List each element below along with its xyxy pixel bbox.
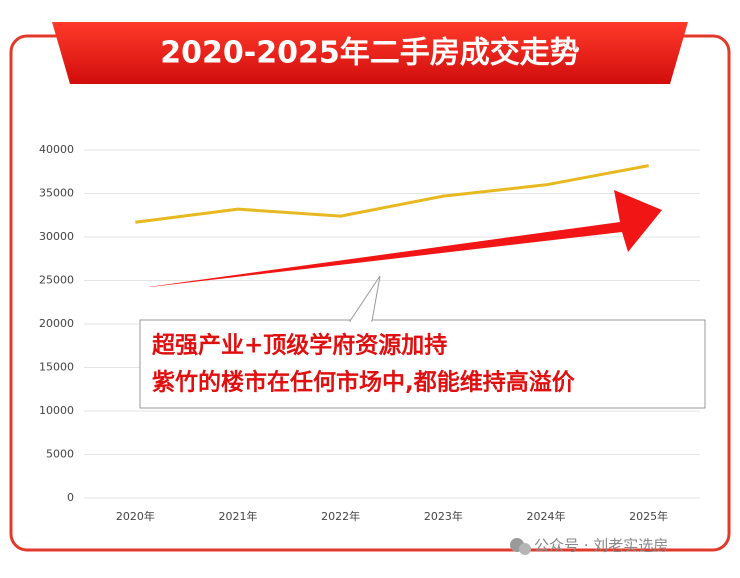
x-tick-label: 2023年 <box>424 509 463 523</box>
y-tick-label: 25000 <box>39 274 74 287</box>
x-tick-label: 2024年 <box>527 509 566 523</box>
y-tick-label: 30000 <box>39 230 74 243</box>
y-tick-label: 35000 <box>39 187 74 200</box>
watermark: 公众号 · 刘老实选房 <box>534 537 668 555</box>
y-tick-label: 15000 <box>39 361 74 374</box>
annotation-box <box>139 319 706 409</box>
wechat-icon <box>519 543 531 555</box>
annotation: 超强产业+顶级学府资源加持 <box>152 332 447 359</box>
y-tick-label: 5000 <box>46 448 74 461</box>
chart-title: 2020-2025年二手房成交走势 <box>160 36 579 71</box>
x-tick-label: 2020年 <box>116 509 155 523</box>
annotation: 紫竹的楼市在任何市场中,都能维持高溢价 <box>152 369 576 396</box>
x-tick-label: 2025年 <box>629 509 668 523</box>
trend-arrow <box>148 190 662 287</box>
line <box>135 164 649 224</box>
x-tick-label: 2022年 <box>321 509 360 523</box>
y-tick-label: 0 <box>67 491 74 504</box>
x-tick-label: 2021年 <box>219 509 258 523</box>
y-tick-label: 20000 <box>39 317 74 330</box>
title-banner <box>52 22 688 84</box>
y-tick-label: 40000 <box>39 143 74 156</box>
y-tick-label: 10000 <box>39 404 74 417</box>
